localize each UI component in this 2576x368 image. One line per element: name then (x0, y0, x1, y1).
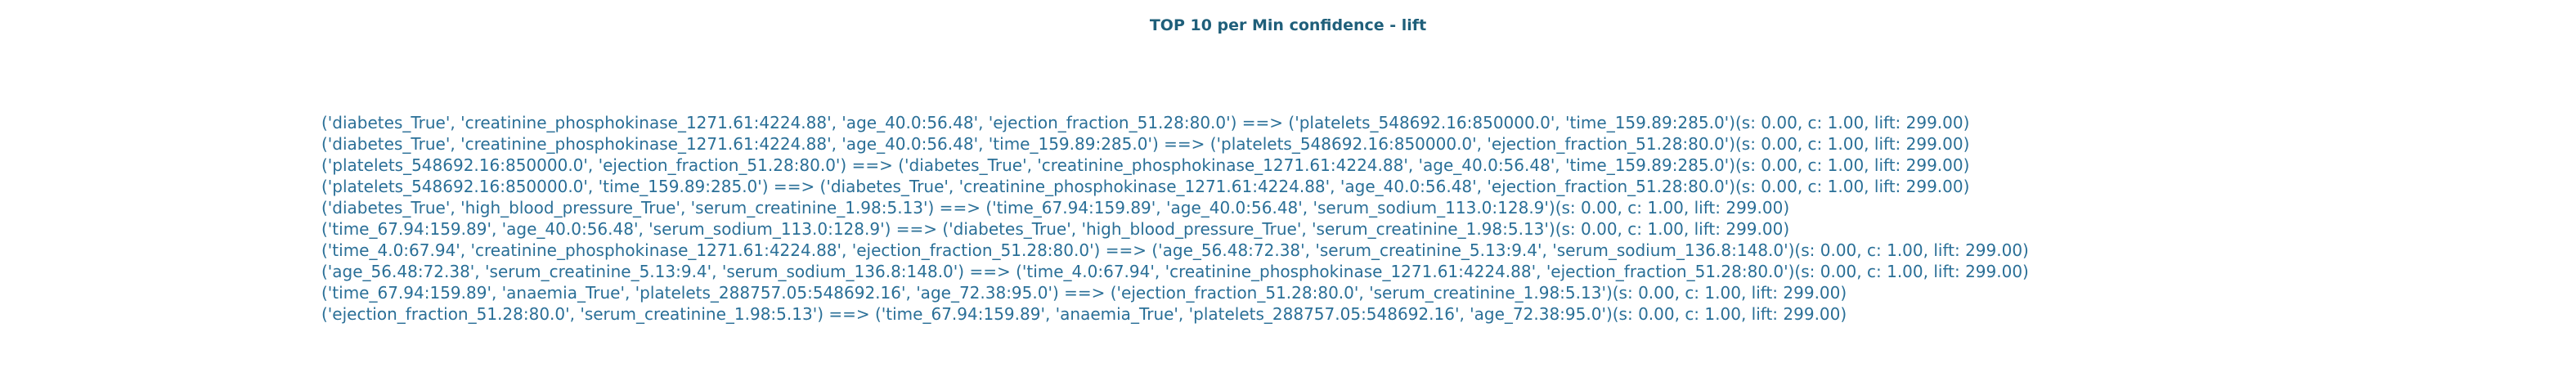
rules-list: ('diabetes_True', 'creatinine_phosphokin… (321, 112, 2029, 325)
rule-line: ('platelets_548692.16:850000.0', 'ejecti… (321, 155, 1970, 175)
rule-line: ('time_4.0:67.94', 'creatinine_phosphoki… (321, 240, 2029, 260)
rule-line: ('time_67.94:159.89', 'age_40.0:56.48', … (321, 219, 1790, 239)
rule-line: ('diabetes_True', 'creatinine_phosphokin… (321, 113, 1970, 132)
rule-line: ('ejection_fraction_51.28:80.0', 'serum_… (321, 304, 1847, 324)
rule-line: ('time_67.94:159.89', 'anaemia_True', 'p… (321, 283, 1847, 303)
rule-line: ('diabetes_True', 'creatinine_phosphokin… (321, 134, 1970, 154)
chart-title: TOP 10 per Min confidence - lift (1149, 16, 1427, 34)
rule-line: ('diabetes_True', 'high_blood_pressure_T… (321, 198, 1790, 218)
rule-line: ('platelets_548692.16:850000.0', 'time_1… (321, 177, 1970, 196)
rule-line: ('age_56.48:72.38', 'serum_creatinine_5.… (321, 262, 2029, 281)
